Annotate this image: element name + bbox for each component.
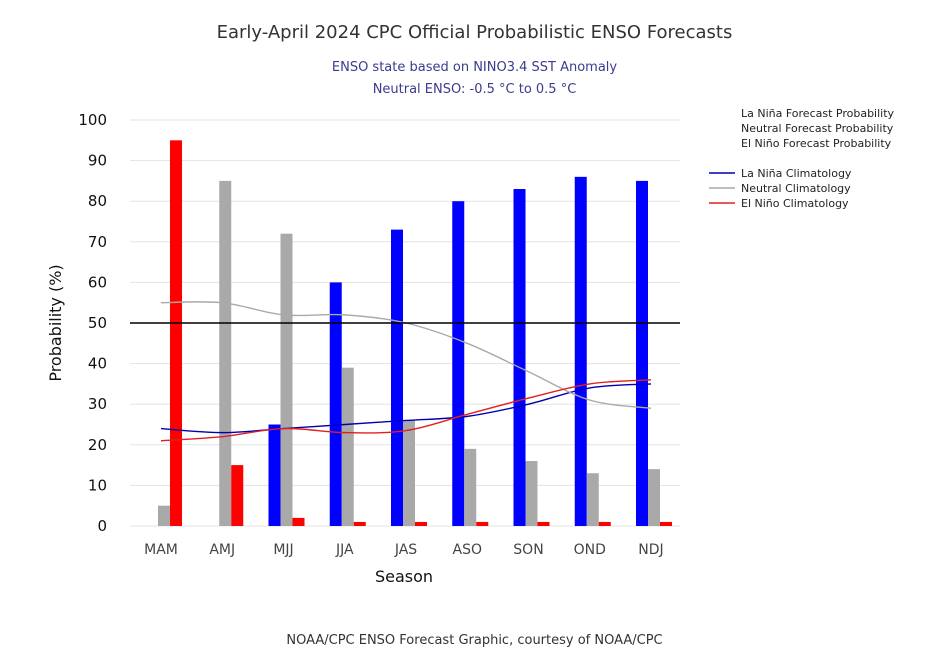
line-la-nina-climatology (160, 383, 652, 434)
y-axis-label: Probability (%) (46, 264, 65, 381)
x-tick-label-ond: OND (574, 542, 606, 558)
x-tick-label-mjj: MJJ (273, 542, 293, 558)
bar-neutral-forecast-probability-amj (219, 180, 232, 526)
chart-subtitle-line-2: Neutral ENSO: -0.5 °C to 0.5 °C (372, 82, 577, 97)
bar-la-nina-forecast-probability-ond (574, 176, 587, 526)
y-tick-label: 20 (88, 436, 107, 454)
bar-la-nina-forecast-probability-son (513, 189, 526, 526)
bar-neutral-forecast-probability-ndj (648, 469, 660, 526)
y-axis-ticks: 0 10 20 30 40 50 60 70 80 90 100 (78, 111, 107, 535)
y-tick-label: 40 (88, 355, 107, 373)
y-tick-label: 50 (88, 314, 107, 332)
x-tick-label-mam: MAM (144, 542, 178, 558)
chart-title: Early-April 2024 CPC Official Probabilis… (216, 22, 733, 43)
y-tick-label: 60 (88, 273, 107, 291)
chart-subtitle-line-1: ENSO state based on NINO3.4 SST Anomaly (331, 60, 618, 75)
climatology-lines (160, 301, 652, 442)
y-tick-label: 70 (88, 233, 107, 251)
source-credit: NOAA/CPC ENSO Forecast Graphic, courtesy… (286, 633, 663, 648)
bar-el-nino-forecast-probability-aso (476, 521, 489, 526)
bar-el-nino-forecast-probability-ndj (660, 521, 672, 526)
bar-neutral-forecast-probability-jas (403, 420, 415, 526)
x-tick-label-jas: JAS (394, 542, 417, 558)
y-tick-label: 0 (97, 517, 107, 535)
bar-la-nina-forecast-probability-jas (391, 229, 403, 526)
y-tick-label: 100 (78, 111, 107, 129)
y-tick-label: 80 (88, 192, 107, 210)
bar-neutral-forecast-probability-mjj (280, 233, 293, 526)
y-tick-label: 10 (88, 476, 107, 494)
bar-neutral-forecast-probability-jja (341, 367, 354, 526)
bar-la-nina-forecast-probability-ndj (636, 180, 648, 526)
bar-el-nino-forecast-probability-mjj (292, 517, 305, 526)
bar-el-nino-forecast-probability-mam (170, 140, 182, 527)
x-tick-label-ndj: NDJ (638, 542, 663, 558)
bar-el-nino-forecast-probability-jja (353, 521, 366, 526)
legend: La Niña Forecast Probability Neutral Fore… (709, 107, 895, 210)
legend-entry-la-nina-climatology: La Niña Climatology (741, 167, 852, 180)
bar-series (158, 140, 672, 527)
bar-neutral-forecast-probability-son (525, 461, 538, 526)
legend-entry-neutral-climatology: Neutral Climatology (741, 182, 851, 195)
bar-el-nino-forecast-probability-son (537, 521, 550, 526)
bar-el-nino-forecast-probability-ond (598, 521, 611, 526)
y-tick-label: 90 (88, 152, 107, 170)
line-neutral-climatology (160, 301, 652, 409)
legend-entry-el-nino-climatology: El Niño Climatology (741, 197, 849, 210)
bar-neutral-forecast-probability-mam (158, 505, 170, 526)
x-axis-ticks: MAM AMJ MJJ JJA JAS ASO SON OND NDJ (144, 542, 664, 558)
bar-neutral-forecast-probability-aso (464, 448, 477, 526)
legend-entry-neutral-forecast-probability: Neutral Forecast Probability (741, 122, 894, 135)
bar-el-nino-forecast-probability-amj (231, 465, 244, 526)
bar-neutral-forecast-probability-ond (586, 473, 599, 526)
x-tick-label-son: SON (513, 542, 543, 558)
legend-entry-la-nina-forecast-probability: La Niña Forecast Probability (741, 107, 895, 120)
y-tick-label: 30 (88, 395, 107, 413)
x-tick-label-aso: ASO (453, 542, 482, 558)
legend-entry-el-nino-forecast-probability: El Niño Forecast Probability (741, 137, 892, 150)
line-el-nino-climatology (160, 379, 652, 442)
bar-el-nino-forecast-probability-jas (415, 521, 427, 526)
bar-la-nina-forecast-probability-mjj (268, 424, 281, 526)
x-tick-label-amj: AMJ (209, 542, 235, 558)
bar-la-nina-forecast-probability-aso (452, 201, 465, 526)
bar-la-nina-forecast-probability-jja (329, 282, 342, 526)
x-axis-label: Season (375, 567, 433, 586)
x-tick-label-jja: JJA (335, 542, 354, 558)
